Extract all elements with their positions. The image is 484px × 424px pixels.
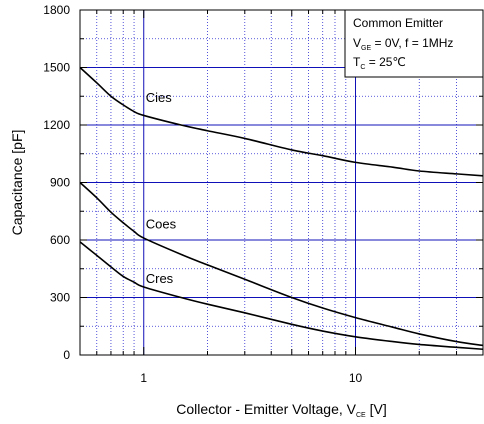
legend-line-2-suffix: = 0V, f = 1MHz xyxy=(371,36,453,50)
tick-labels: 0 300 600 900 1200 1500 1800 1 10 xyxy=(43,3,362,385)
legend-line-2-main: V xyxy=(353,36,361,50)
y-tick-label: 0 xyxy=(63,348,70,362)
legend-line-3-suffix: = 25℃ xyxy=(365,55,406,69)
legend-line-3: TC = 25℃ xyxy=(353,55,406,71)
legend-frame xyxy=(344,9,484,78)
series-label-cies: Cies xyxy=(146,90,173,105)
series-line-cies xyxy=(79,66,484,177)
y-tick-label: 1800 xyxy=(43,3,70,17)
legend-line-3-main: T xyxy=(353,55,361,69)
y-tick-label: 300 xyxy=(50,291,70,305)
series-line-coes xyxy=(79,181,484,347)
x-tick-label: 10 xyxy=(349,371,363,385)
y-tick-label: 1200 xyxy=(43,118,70,132)
legend-line-2-sub: GE xyxy=(361,45,371,52)
legend-line-3-sub: C xyxy=(360,64,365,71)
y-axis-title: Capacitance [pF] xyxy=(9,130,25,236)
series-label-cres: Cres xyxy=(146,271,174,286)
x-axis-title-main: Collector - Emitter Voltage, V xyxy=(176,401,356,417)
legend-box: Common Emitter VGE = 0V, f = 1MHz TC = 2… xyxy=(344,9,484,78)
series-line-cres xyxy=(79,241,484,351)
series-label-coes: Coes xyxy=(146,217,177,232)
y-tick-label: 600 xyxy=(50,233,70,247)
x-tick-label: 1 xyxy=(140,371,147,385)
legend-line-1: Common Emitter xyxy=(353,16,443,30)
y-tick-label: 900 xyxy=(50,176,70,190)
x-axis-title-sub: CE xyxy=(356,412,366,419)
x-axis-title-suffix: [V] xyxy=(366,401,387,417)
curves: Cies Coes Cres xyxy=(79,66,484,351)
x-axis-title: Collector - Emitter Voltage, VCE [V] xyxy=(176,401,387,419)
y-tick-label: 1500 xyxy=(43,61,70,75)
legend-line-2: VGE = 0V, f = 1MHz xyxy=(353,36,453,52)
